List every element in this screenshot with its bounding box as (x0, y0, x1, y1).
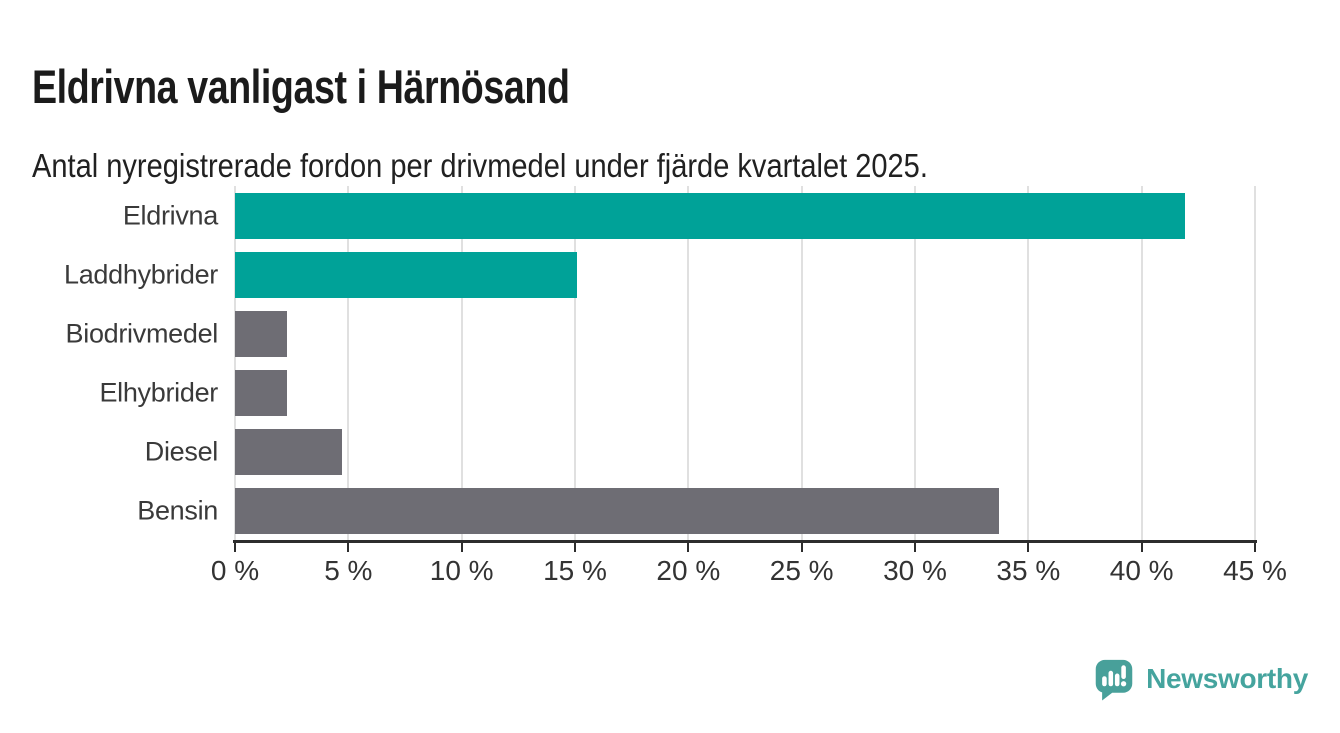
axis-tick-label: 25 % (769, 555, 834, 586)
axis-tick-30 (914, 543, 916, 552)
bar-elhybrider (235, 369, 288, 416)
bar-diesel (235, 428, 342, 475)
axis-tick-label: 35 % (996, 555, 1061, 586)
chart-row: Laddhybrider (64, 245, 1255, 304)
gridline-20 (687, 186, 690, 540)
axis-tick-label: 40 % (1109, 555, 1174, 586)
axis-tick-25 (800, 543, 803, 552)
axis-tick-15 (574, 543, 576, 552)
axis-tick-5 (347, 543, 350, 552)
category-label: Diesel (144, 436, 219, 466)
axis-tick-45 (1254, 543, 1256, 552)
axis-tick-40 (1140, 543, 1143, 552)
category-label: Eldrivna (122, 200, 218, 230)
gridline-5 (347, 186, 350, 540)
gridline-45 (1254, 186, 1256, 540)
bar-eldrivna (235, 192, 1185, 239)
axis-tick-10 (460, 543, 463, 552)
plot-area: Eldrivna Laddhybrider Biodrivmedel Elhybrid… (64, 186, 1256, 540)
brand-name: Newsworthy (1146, 663, 1308, 694)
category-label: Elhybrider (99, 377, 218, 407)
gridline-30 (913, 186, 916, 540)
gridline-0 (234, 186, 236, 540)
gridline-25 (800, 186, 803, 540)
axis-tick-label: 15 % (543, 555, 607, 586)
newsworthy-logo-icon (1095, 659, 1133, 701)
axis-tick-label: 10 % (429, 555, 494, 586)
axis-tick-label: 0 % (210, 555, 260, 586)
axis-tick-label: 45 % (1223, 555, 1287, 586)
chart-subtitle: Antal nyregistrerade fordon per drivmede… (32, 147, 928, 184)
chart-row: Biodrivmedel (66, 304, 1255, 363)
brand-footer: Newsworthy (1093, 656, 1308, 702)
axis-tick-35 (1027, 543, 1030, 552)
category-label: Laddhybrider (63, 259, 218, 289)
gridline-10 (460, 186, 463, 540)
gridline-40 (1140, 186, 1143, 540)
gridline-35 (1027, 186, 1030, 540)
bar-biodrivmedel (235, 310, 288, 357)
axis-tick-label: 20 % (656, 555, 721, 586)
bar-bensin (235, 487, 999, 534)
axis-tick-0 (234, 543, 236, 552)
axis-tick-20 (687, 543, 690, 552)
category-label: Biodrivmedel (65, 318, 219, 348)
bar-rows: Eldrivna Laddhybrider Biodrivmedel Elhybrid… (64, 186, 1255, 540)
category-label: Bensin (137, 495, 218, 525)
chart-row: Elhybrider (99, 363, 1255, 422)
chart-row: Diesel (145, 422, 1255, 481)
chart-title: Eldrivna vanligast i Härnösand (32, 60, 570, 114)
axis-tick-label: 30 % (883, 555, 947, 586)
bar-laddhybrider (235, 251, 578, 298)
chart-row: Bensin (137, 481, 1255, 540)
gridline-15 (573, 186, 576, 540)
x-axis-line (233, 540, 1257, 543)
axis-tick-label: 5 % (324, 555, 373, 586)
chart-row: Eldrivna (123, 186, 1255, 245)
